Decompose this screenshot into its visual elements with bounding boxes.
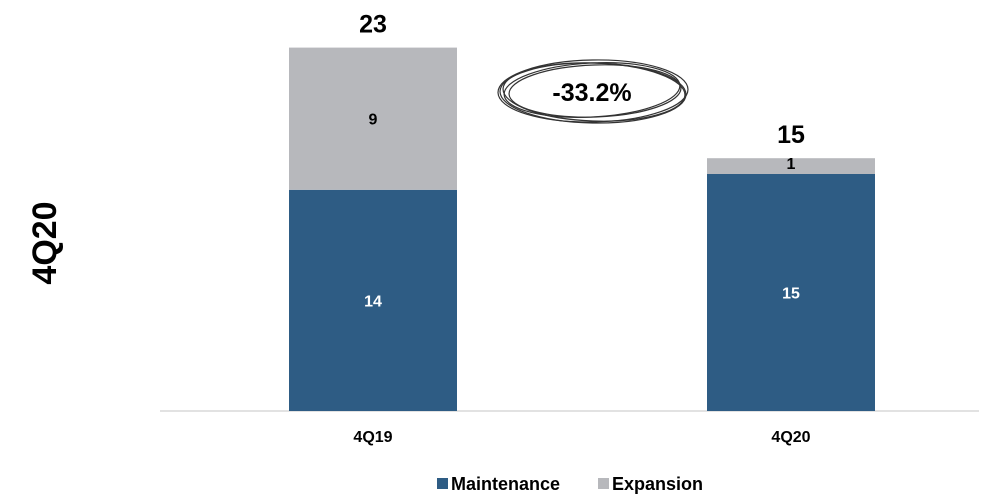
total-label-4q20: 15	[777, 121, 805, 149]
change-label: -33.2%	[552, 79, 631, 107]
legend: Maintenance Expansion	[437, 474, 703, 494]
data-label-expansion-4q20: 1	[787, 156, 796, 173]
data-label-expansion-4q19: 9	[369, 112, 378, 129]
data-label-maintenance-4q20: 15	[782, 286, 800, 303]
total-label-4q19: 23	[359, 11, 387, 39]
change-ellipse	[499, 62, 687, 124]
x-tick-label-4q20: 4Q20	[771, 429, 810, 446]
legend-label-expansion: Expansion	[612, 474, 703, 494]
bar-segment-expansion-4q19	[289, 47, 457, 190]
legend-swatch-maintenance	[437, 478, 448, 489]
change-ellipse	[508, 64, 682, 118]
change-ellipse	[497, 59, 689, 123]
legend-label-maintenance: Maintenance	[451, 474, 560, 494]
data-label-maintenance-4q19: 14	[364, 293, 382, 310]
legend-swatch-expansion	[598, 478, 609, 489]
bar-segment-maintenance-4q20	[707, 174, 875, 411]
x-tick-label-4q19: 4Q19	[353, 429, 392, 446]
change-annotation: -33.2%	[497, 59, 689, 124]
bars-group: 14 9 23 15 1 15	[289, 11, 875, 411]
bar-segment-maintenance-4q19	[289, 189, 457, 411]
bar-segment-expansion-4q20	[707, 158, 875, 174]
side-title: 4Q20	[26, 201, 64, 284]
